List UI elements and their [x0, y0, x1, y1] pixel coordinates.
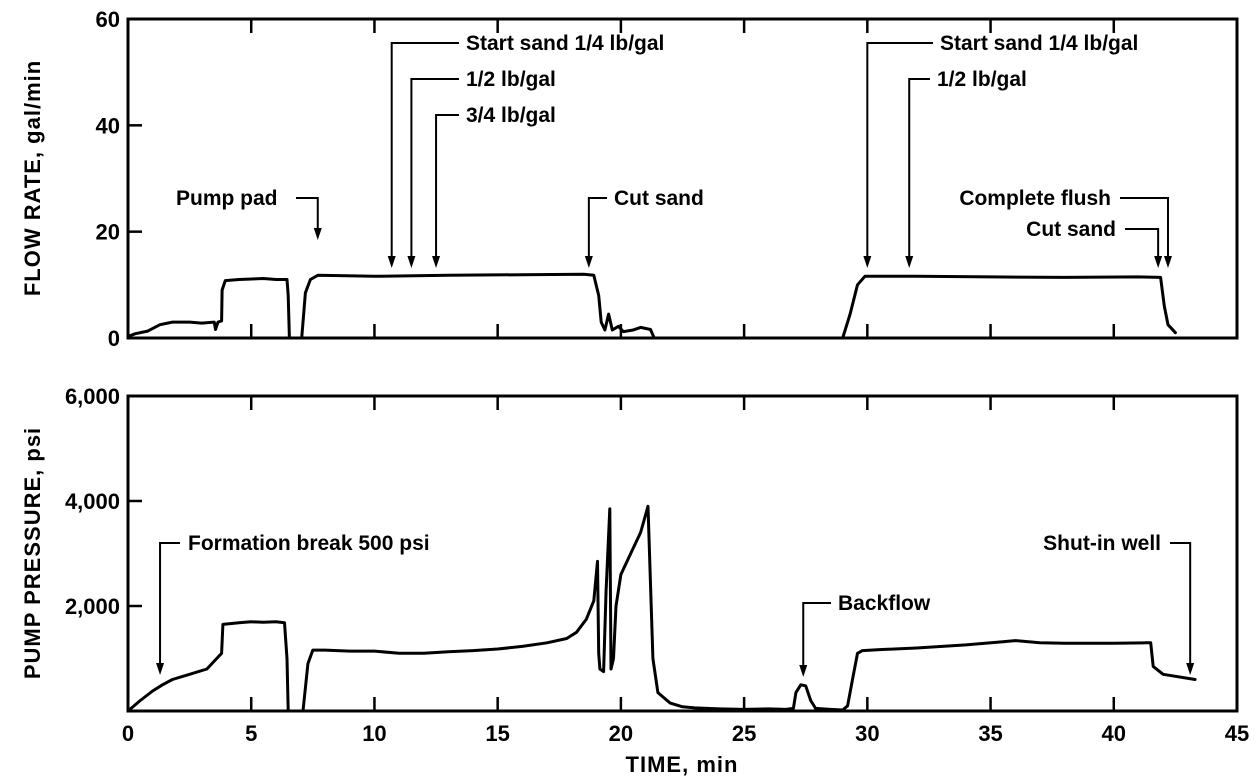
pressure-annotation: Backflow: [799, 592, 931, 677]
time-x-axis-label: TIME, min: [626, 752, 739, 777]
pressure-y-tick-label: 2,000: [65, 594, 120, 619]
flow-rate-annotations: Pump pad Start sand 1/4 lb/gal 1/2 lb/gal 3…: [176, 32, 1172, 268]
flow-annotation: Pump pad: [176, 187, 322, 240]
flow-annotation: 1/2 lb/gal: [407, 68, 556, 268]
annotation-leader-line: [435, 114, 459, 258]
pressure-series-line: [301, 504, 1197, 713]
flow-rate-chart: FLOW RATE, gal/min 0 20 40 60 Pump pad Start…: [20, 7, 1239, 351]
pressure-annotation: Formation break 500 psi: [156, 532, 430, 675]
flow-series-line: [126, 277, 291, 340]
pump-pressure-plot-frame: [126, 394, 1239, 713]
annotation-arrowhead: [863, 256, 872, 268]
annotation-label: Start sand 1/4 lb/gal: [466, 32, 664, 55]
annotation-label: 1/2 lb/gal: [937, 68, 1027, 91]
flow-y-tick-label: 20: [96, 220, 120, 245]
annotation-leader-line: [296, 197, 319, 230]
annotation-label: Start sand 1/4 lb/gal: [940, 32, 1138, 55]
annotation-label: 1/2 lb/gal: [466, 68, 556, 91]
pump-pressure-annotations: Formation break 500 psi Backflow Shut-in w…: [156, 532, 1195, 677]
flow-annotation: 3/4 lb/gal: [432, 104, 556, 268]
flow-y-tick-label: 0: [108, 326, 120, 351]
pressure-x-tick-label: 10: [362, 721, 386, 746]
annotation-label: 3/4 lb/gal: [466, 104, 556, 127]
flow-annotation: 1/2 lb/gal: [905, 68, 1027, 268]
annotation-label: Complete flush: [959, 187, 1111, 210]
annotation-label: Cut sand: [1026, 218, 1116, 241]
pressure-x-tick-label: 15: [485, 721, 509, 746]
pressure-x-tick-label: 35: [978, 721, 1002, 746]
annotation-leader-line: [866, 42, 933, 258]
flow-rate-y-axis-label: FLOW RATE, gal/min: [20, 60, 45, 296]
flow-y-tick-label: 60: [96, 7, 120, 32]
pressure-annotation: Shut-in well: [1043, 532, 1195, 675]
annotation-arrowhead: [156, 663, 165, 675]
pump-pressure-series: [126, 504, 1197, 713]
pump-pressure-y-axis-label: PUMP PRESSURE, psi: [20, 427, 45, 679]
pump-pressure-chart: PUMP PRESSURE, psi TIME, min 0 5 10 15 20 25 3…: [20, 384, 1249, 777]
annotation-arrowhead: [1163, 256, 1172, 268]
pressure-series-line: [126, 620, 290, 713]
pressure-y-tick-label: 4,000: [65, 489, 120, 514]
flow-annotation: Cut sand: [584, 187, 704, 268]
flow-annotation: Start sand 1/4 lb/gal: [863, 32, 1138, 268]
annotation-arrowhead: [1154, 256, 1163, 268]
annotation-arrowhead: [584, 256, 593, 268]
pump-pressure-ticks: 0 5 10 15 20 25 30 35 40 45 2,000 4,000 6,000: [65, 384, 1249, 746]
flow-rate-plot-frame: [126, 17, 1239, 340]
annotation-leader-line: [159, 542, 180, 665]
pressure-x-tick-label: 5: [245, 721, 257, 746]
flow-y-tick-label: 40: [96, 113, 120, 138]
annotation-arrowhead: [313, 228, 322, 240]
flow-series-line: [300, 272, 656, 340]
annotation-leader-line: [390, 42, 459, 258]
pressure-x-tick-label: 20: [609, 721, 633, 746]
annotation-label: Shut-in well: [1043, 532, 1161, 555]
flow-annotation: Complete flush: [959, 187, 1172, 268]
annotation-leader-line: [908, 78, 930, 258]
annotation-arrowhead: [905, 256, 914, 268]
annotation-leader-line: [587, 197, 607, 258]
annotation-arrowhead: [432, 256, 441, 268]
pressure-x-tick-label: 0: [122, 721, 134, 746]
annotation-leader-line: [802, 602, 831, 667]
annotation-label: Backflow: [838, 592, 931, 615]
flow-rate-ticks: 0 20 40 60: [96, 7, 1239, 351]
pressure-y-tick-label: 6,000: [65, 384, 120, 409]
annotation-leader-line: [410, 78, 459, 258]
pressure-x-tick-label: 40: [1102, 721, 1126, 746]
annotation-leader-line: [1125, 228, 1160, 258]
annotation-leader-line: [1120, 197, 1169, 258]
annotation-label: Cut sand: [614, 187, 704, 210]
annotation-arrowhead: [407, 256, 416, 268]
annotation-arrowhead: [1186, 663, 1195, 675]
annotation-arrowhead: [799, 665, 808, 677]
pressure-x-tick-label: 25: [732, 721, 756, 746]
annotation-leader-line: [1170, 542, 1192, 665]
pressure-x-tick-label: 45: [1225, 721, 1249, 746]
flow-annotation: Cut sand: [1026, 218, 1163, 268]
annotation-label: Pump pad: [176, 187, 278, 210]
flow-annotation: Start sand 1/4 lb/gal: [387, 32, 664, 268]
annotation-arrowhead: [387, 256, 396, 268]
flow-series-line: [841, 274, 1177, 340]
flow-rate-series: [126, 272, 1177, 340]
annotation-label: Formation break 500 psi: [188, 532, 430, 555]
pressure-x-tick-label: 30: [855, 721, 879, 746]
